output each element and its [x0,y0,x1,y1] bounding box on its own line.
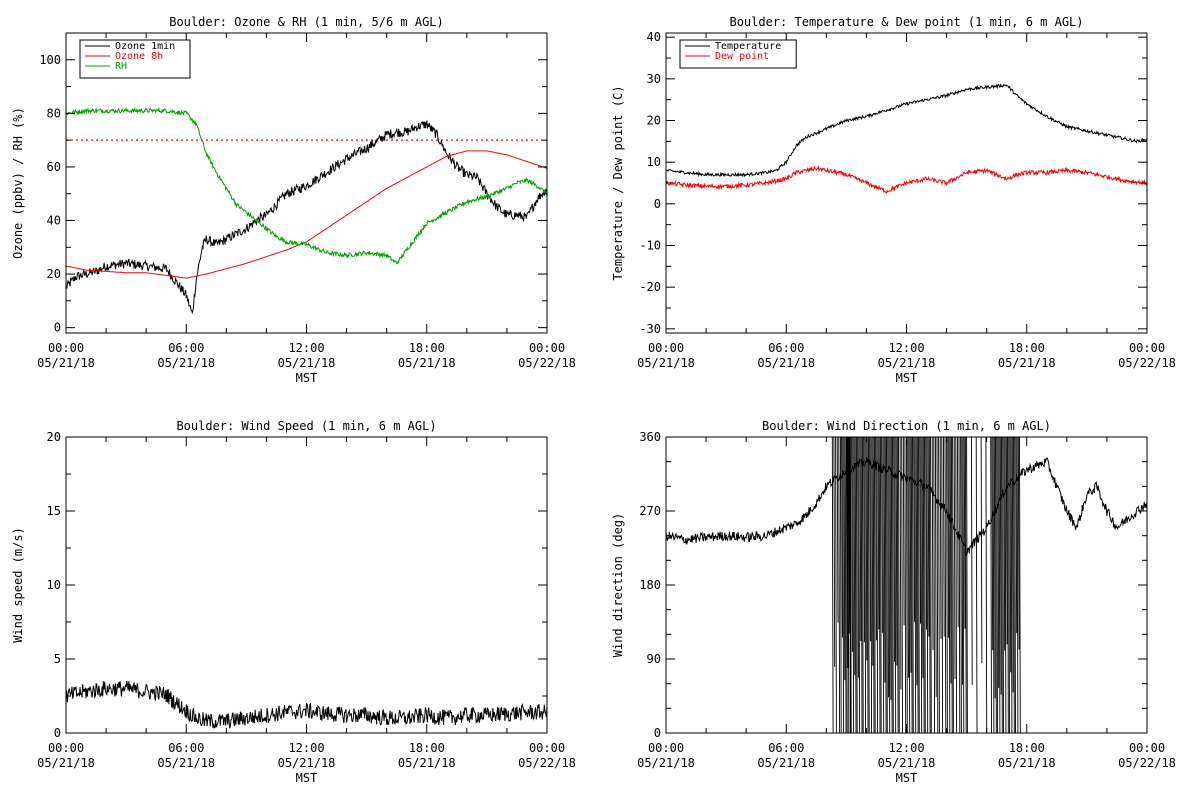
x-tick-label-time: 12:00 [888,341,924,355]
legend-entry: Ozone 1min [115,41,175,52]
y-axis-label: Wind direction (deg) [611,513,625,658]
legend-entry: Temperature [715,41,781,52]
wind_speed-panel: Boulder: Wind Speed (1 min, 6 m AGL) 0 5 10… [11,419,576,785]
x-tick-label-date: 05/21/18 [278,756,336,770]
chart-title: Boulder: Ozone & RH (1 min, 5/6 m AGL) [169,15,444,29]
x-axis-label: MST [896,371,918,385]
y-tick-label: 0 [654,726,661,740]
x-tick-label-time: 12:00 [288,741,324,755]
x-tick-label-time: 00:00 [648,741,684,755]
y-tick-label: 60 [47,160,61,174]
x-tick-label-time: 18:00 [1009,341,1045,355]
x-tick-label-date: 05/21/18 [398,756,456,770]
x-tick-label-time: 00:00 [48,741,84,755]
x-tick-label-date: 05/21/18 [37,756,95,770]
x-tick-label-time: 06:00 [168,741,204,755]
y-tick-label: 270 [639,504,661,518]
x-axis-label: MST [296,371,318,385]
x-tick-label-date: 05/21/18 [998,756,1056,770]
x-tick-label-date: 05/21/18 [998,356,1056,370]
x-tick-label-time: 18:00 [409,341,445,355]
y-tick-label: -30 [639,322,661,336]
x-tick-label-date: 05/21/18 [278,356,336,370]
y-tick-label: -20 [639,280,661,294]
y-tick-label: 10 [47,578,61,592]
chart-title: Boulder: Wind Direction (1 min, 6 m AGL) [762,419,1051,433]
x-tick-label-date: 05/22/18 [518,356,576,370]
x-tick-label-time: 00:00 [1129,741,1165,755]
x-tick-label-time: 00:00 [529,741,565,755]
y-tick-label: 5 [54,652,61,666]
y-tick-label: 40 [647,30,661,44]
x-tick-label-time: 00:00 [48,341,84,355]
x-tick-label-time: 00:00 [1129,341,1165,355]
x-tick-label-date: 05/21/18 [157,756,215,770]
y-axis-label: Wind speed (m/s) [11,527,25,643]
x-tick-label-date: 05/21/18 [757,356,815,370]
y-tick-label: 180 [639,578,661,592]
x-tick-label-date: 05/21/18 [37,356,95,370]
x-tick-label-date: 05/21/18 [637,756,695,770]
legend-entry: Ozone 8h [115,51,163,62]
x-tick-label-time: 00:00 [648,341,684,355]
wind_dir-panel: Boulder: Wind Direction (1 min, 6 m AGL)… [611,419,1176,785]
y-axis-label: Temperature / Dew point (C) [611,85,625,280]
x-tick-label-date: 05/21/18 [637,356,695,370]
series-line-temperature [666,83,1147,178]
legend-entry: Dew point [715,51,769,62]
y-tick-label: 20 [47,430,61,444]
y-tick-label: 90 [647,652,661,666]
y-tick-label: 0 [54,321,61,335]
x-tick-label-time: 06:00 [168,341,204,355]
series-line-series-1 [831,437,1021,733]
chart-title: Boulder: Wind Speed (1 min, 6 m AGL) [176,419,436,433]
series-line-series-0 [66,680,547,729]
y-tick-label: 10 [647,155,661,169]
legend-entry: RH [115,61,127,72]
series-line-ozone-1min [66,119,547,315]
x-tick-label-date: 05/21/18 [878,356,936,370]
series-line-ozone-8h [66,150,547,279]
series-line-rh [66,106,547,265]
y-tick-label: 360 [639,430,661,444]
x-tick-label-date: 05/21/18 [757,756,815,770]
y-tick-label: 15 [47,504,61,518]
y-tick-label: 0 [654,197,661,211]
x-tick-label-time: 00:00 [529,341,565,355]
temp_dew-panel: Boulder: Temperature & Dew point (1 min,… [611,15,1176,385]
series-line-dew-point [666,164,1147,194]
ozone_rh-panel: Boulder: Ozone & RH (1 min, 5/6 m AGL) 0 2… [11,15,576,385]
x-tick-label-time: 12:00 [288,341,324,355]
legend-box [679,39,797,69]
y-tick-label: -10 [639,239,661,253]
x-tick-label-time: 18:00 [1009,741,1045,755]
x-tick-label-date: 05/21/18 [398,356,456,370]
x-tick-label-date: 05/22/18 [518,756,576,770]
x-tick-label-time: 06:00 [768,341,804,355]
x-tick-label-time: 06:00 [768,741,804,755]
y-axis-label: Ozone (ppbv) / RH (%) [11,107,25,259]
x-tick-label-time: 12:00 [888,741,924,755]
y-tick-label: 40 [47,214,61,228]
x-tick-label-date: 05/22/18 [1118,356,1176,370]
x-tick-label-time: 18:00 [409,741,445,755]
y-tick-label: 0 [54,726,61,740]
x-axis-label: MST [296,771,318,785]
y-tick-label: 100 [39,53,61,67]
x-tick-label-date: 05/21/18 [157,356,215,370]
x-tick-label-date: 05/21/18 [878,756,936,770]
x-axis-label: MST [896,771,918,785]
y-tick-label: 80 [47,106,61,120]
y-tick-label: 20 [47,267,61,281]
y-tick-label: 20 [647,114,661,128]
x-tick-label-date: 05/22/18 [1118,756,1176,770]
y-tick-label: 30 [647,72,661,86]
chart-title: Boulder: Temperature & Dew point (1 min,… [729,15,1083,29]
